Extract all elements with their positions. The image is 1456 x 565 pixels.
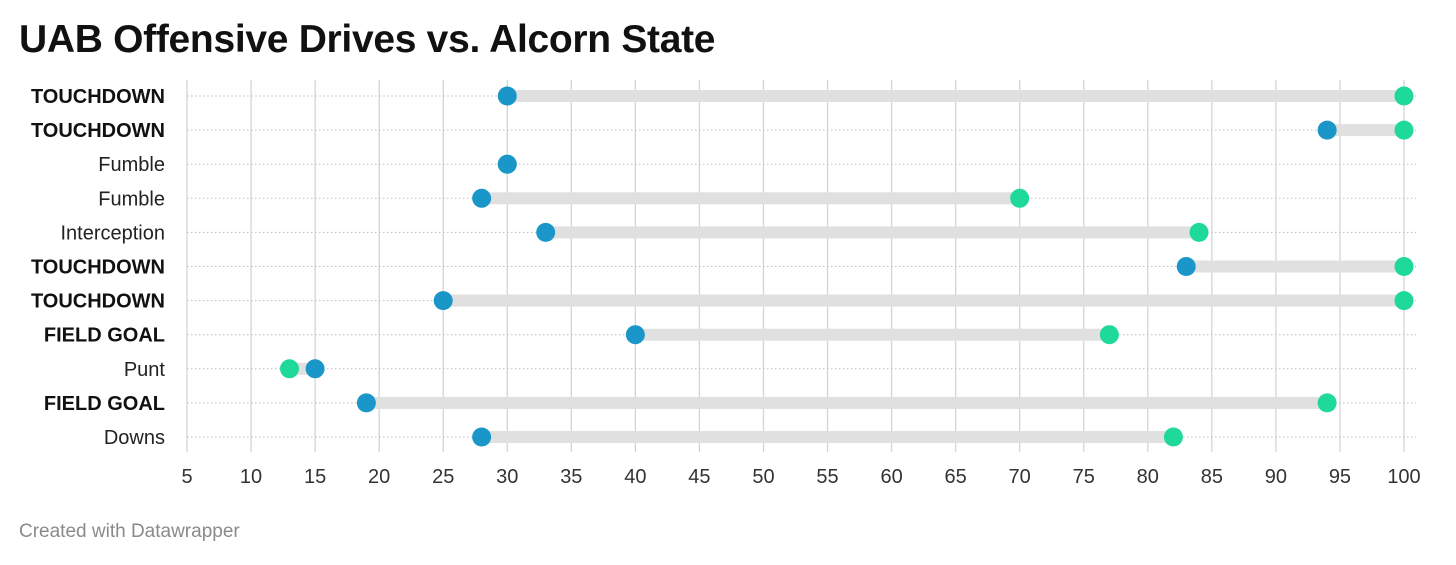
start-dot <box>433 291 453 311</box>
start-dot <box>305 359 325 379</box>
range-bar <box>507 90 1404 102</box>
range-bar <box>443 294 1404 307</box>
range-bar <box>481 192 1020 205</box>
end-dot <box>1010 188 1030 208</box>
x-tick-label: 5 <box>181 466 192 488</box>
x-tick-labels-layer: 5 10 15 20 25 30 35 40 45 50 55 60 65 70 75 80 85 90 95 100 <box>181 466 1420 488</box>
range-bar <box>481 431 1174 443</box>
end-dot <box>1394 120 1414 140</box>
row-label: FIELD GOAL <box>44 393 165 415</box>
start-dot <box>1317 120 1337 140</box>
x-tick-label: 80 <box>1137 466 1159 488</box>
start-dot <box>472 188 492 208</box>
x-tick-label: 35 <box>560 466 582 488</box>
x-tick-label: 70 <box>1009 466 1031 488</box>
x-tick-label: 15 <box>304 466 326 488</box>
end-dot <box>1394 257 1414 276</box>
range-bar <box>545 226 1200 239</box>
end-dot <box>1163 427 1183 447</box>
x-tick-label: 25 <box>432 466 454 488</box>
range-bar <box>635 328 1110 341</box>
row-label: Interception <box>60 222 165 244</box>
x-tick-label: 85 <box>1201 466 1223 488</box>
x-tick-label: 30 <box>496 466 518 488</box>
x-tick-label: 20 <box>368 466 390 488</box>
start-dot <box>625 325 645 345</box>
row-label: TOUCHDOWN <box>31 86 165 108</box>
chart-title: UAB Offensive Drives vs. Alcorn State <box>19 18 716 61</box>
end-dot <box>1394 86 1414 106</box>
end-dot <box>279 359 299 379</box>
start-dot <box>497 86 517 106</box>
row-label: TOUCHDOWN <box>31 291 165 313</box>
x-tick-label: 45 <box>688 466 710 488</box>
x-tick-label: 65 <box>945 466 967 488</box>
x-tick-label: 50 <box>752 466 774 488</box>
x-tick-label: 95 <box>1329 466 1351 488</box>
row-label: TOUCHDOWN <box>31 257 165 279</box>
row-label: Fumble <box>98 154 165 176</box>
start-dot <box>472 427 492 447</box>
range-bar <box>1186 260 1404 273</box>
x-tick-label: 90 <box>1265 466 1287 488</box>
x-tick-label: 10 <box>240 466 262 488</box>
row-label: Punt <box>124 359 166 381</box>
row-label: FIELD GOAL <box>44 325 165 347</box>
row-label: TOUCHDOWN <box>31 120 165 142</box>
x-tick-label: 40 <box>624 466 646 488</box>
x-tick-label: 55 <box>816 466 838 488</box>
range-bar <box>1327 124 1404 137</box>
row-label: Fumble <box>98 188 165 210</box>
range-bar <box>366 396 1328 409</box>
x-tick-label: 60 <box>880 466 902 488</box>
start-dot <box>1176 257 1196 276</box>
start-dot <box>536 222 556 242</box>
end-dot <box>1394 291 1414 311</box>
start-dot <box>497 154 517 174</box>
x-tick-label: 75 <box>1073 466 1095 488</box>
row-label: Downs <box>104 427 165 449</box>
end-dot <box>1099 325 1119 345</box>
chart-footer: Created with Datawrapper <box>19 521 240 542</box>
dot-range-chart: TOUCHDOWN TOUCHDOWN Fumble Fumble Intercepti… <box>31 80 1421 488</box>
ranges-layer <box>289 90 1404 443</box>
x-tick-label: 100 <box>1387 466 1420 488</box>
start-dot <box>356 393 376 413</box>
end-dot <box>1189 222 1209 242</box>
row-labels-layer: TOUCHDOWN TOUCHDOWN Fumble Fumble Intercepti… <box>31 86 165 449</box>
end-dot <box>1317 393 1337 413</box>
dots-layer <box>279 86 1414 447</box>
